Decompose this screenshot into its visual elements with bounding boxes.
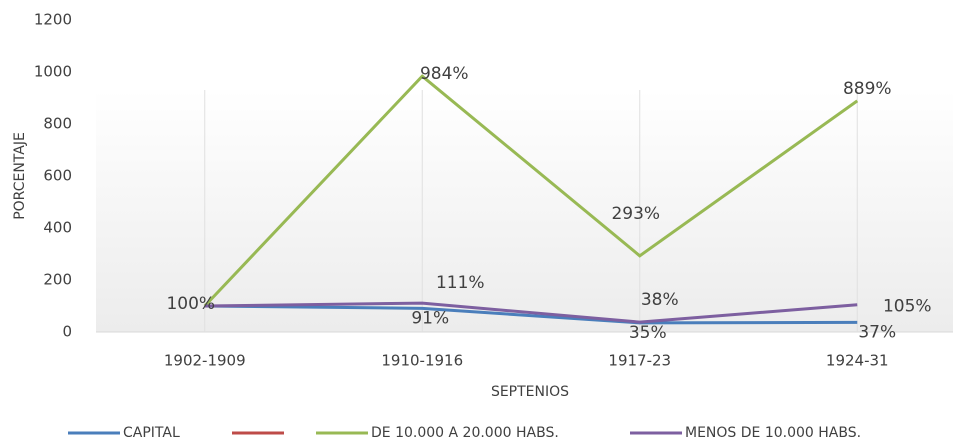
y-tick-label: 800	[43, 115, 72, 133]
data-label: 91%	[411, 308, 449, 328]
y-tick-label: 1000	[34, 63, 72, 81]
y-tick-label: 600	[43, 167, 72, 185]
data-label: 35%	[629, 323, 667, 343]
x-tick-label: 1917-23	[608, 352, 671, 370]
series-line	[204, 301, 858, 324]
legend-label: CAPITAL	[123, 425, 180, 441]
x-tick-label: 1910-1916	[381, 352, 463, 370]
legend-label: DE 10.000 A 20.000 HABS.	[371, 425, 559, 441]
data-label: 889%	[843, 79, 892, 99]
data-label: 105%	[883, 297, 932, 317]
data-label: 984%	[420, 64, 469, 84]
data-label: 111%	[436, 273, 485, 293]
data-label: 100%	[166, 294, 215, 314]
legend-label: MENOS DE 10.000 HABS.	[685, 425, 861, 441]
series-line	[203, 74, 859, 308]
y-tick-label: 200	[43, 271, 72, 289]
x-tick-label: 1924-31	[826, 352, 889, 370]
plot-background	[96, 90, 953, 332]
x-axis-label: SEPTENIOS	[491, 384, 569, 400]
series-line	[204, 304, 858, 325]
y-tick-label: 0	[62, 323, 72, 341]
y-tick-label: 1200	[34, 11, 72, 29]
x-tick-label: 1902-1909	[164, 352, 246, 370]
data-label: 37%	[858, 322, 896, 342]
data-label: 293%	[611, 204, 660, 224]
y-axis-label: PORCENTAJE	[12, 132, 28, 220]
data-label: 38%	[641, 290, 679, 310]
y-tick-label: 400	[43, 219, 72, 237]
